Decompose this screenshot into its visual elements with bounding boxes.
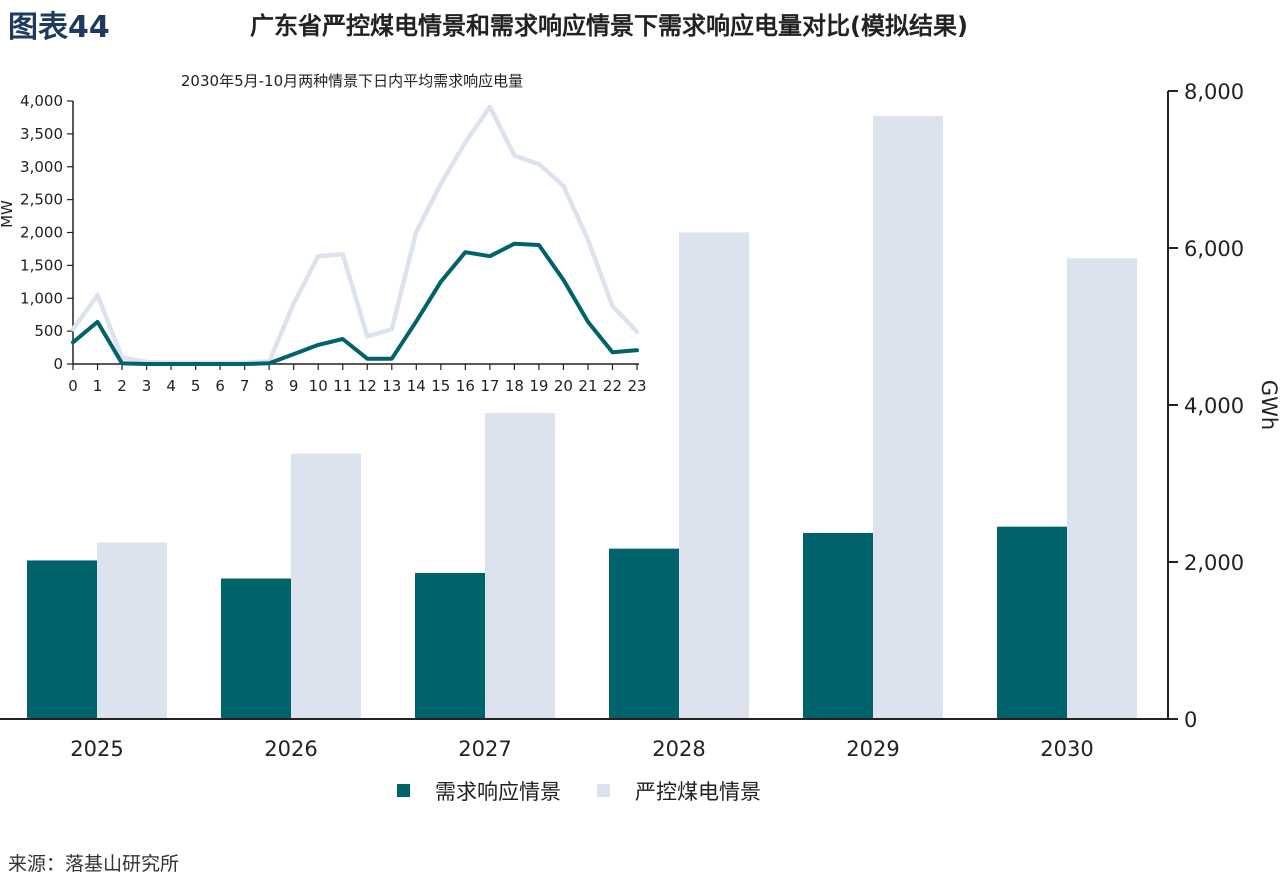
inset-y-tick-label: 500 [34, 322, 63, 340]
x-tick-label: 2027 [458, 737, 511, 761]
figure-title: 广东省严控煤电情景和需求响应情景下需求响应电量对比(模拟结果) [250, 12, 968, 40]
bar-demand-response-2028 [609, 548, 679, 719]
inset-x-tick-label: 2 [117, 377, 127, 395]
bar-demand-response-2029 [803, 532, 873, 719]
inset-line-chart: 2030年5月-10月两种情景下日内平均需求响应电量 0 500 1,000 1,500… [0, 72, 647, 395]
figure-label: 图表44 [8, 10, 110, 45]
inset-y-tick-label: 4,000 [20, 92, 63, 110]
bar-coal-control-2030 [1067, 258, 1137, 719]
bar-coal-control-2029 [873, 116, 943, 720]
legend-label: 需求响应情景 [435, 780, 561, 804]
x-tick-label: 2029 [846, 737, 899, 761]
bar-demand-response-2026 [221, 578, 291, 719]
bar-demand-response-2030 [997, 526, 1067, 719]
inset-x-tick-label: 12 [358, 377, 377, 395]
bar-coal-control-2025 [97, 542, 167, 719]
inset-x-tick-label: 1 [93, 377, 103, 395]
inset-x-tick-label: 3 [142, 377, 152, 395]
inset-y-tick-label: 0 [53, 355, 63, 373]
x-tick-label: 2026 [264, 737, 317, 761]
inset-y-tick-label: 3,500 [20, 125, 63, 143]
legend-label: 严控煤电情景 [635, 780, 761, 804]
y-axis-label: GWh [1257, 380, 1280, 430]
inset-x-tick-label: 7 [240, 377, 250, 395]
inset-x-tick-label: 9 [289, 377, 299, 395]
y-tick-label: 8,000 [1184, 80, 1244, 104]
inset-x-tick-label: 0 [68, 377, 78, 395]
inset-y-tick-label: 2,000 [20, 224, 63, 242]
inset-x-tick-label: 15 [431, 377, 450, 395]
inset-x-tick-label: 22 [603, 377, 622, 395]
inset-line-demand-response [71, 241, 639, 366]
inset-x-tick-label: 11 [333, 377, 352, 395]
inset-y-tick-label: 2,500 [20, 191, 63, 209]
bar-coal-control-2026 [291, 453, 361, 719]
inset-x-tick-label: 13 [382, 377, 401, 395]
y-tick-label: 4,000 [1184, 394, 1244, 418]
inset-y-axis-label: MW [0, 200, 16, 228]
bar-coal-control-2028 [679, 232, 749, 720]
inset-x-tick-label: 14 [407, 377, 426, 395]
inset-x-tick-label: 8 [264, 377, 274, 395]
bar-coal-control-2027 [485, 412, 555, 719]
inset-line-coal-control [70, 104, 640, 365]
inset-x-tick-label: 18 [505, 377, 524, 395]
main-bar-chart [27, 116, 1137, 720]
inset-x-tick-label: 16 [456, 377, 475, 395]
inset-x-tick-label: 5 [191, 377, 201, 395]
inset-title: 2030年5月-10月两种情景下日内平均需求响应电量 [181, 72, 523, 90]
x-tick-label: 2030 [1040, 737, 1093, 761]
inset-y-tick-label: 3,000 [20, 158, 63, 176]
legend-swatch-coal-control [597, 784, 610, 797]
bar-demand-response-2027 [415, 572, 485, 719]
inset-x-tick-label: 23 [627, 377, 646, 395]
y-tick-label: 6,000 [1184, 237, 1244, 261]
inset-y-tick-label: 1,500 [20, 256, 63, 274]
bar-demand-response-2025 [27, 560, 97, 719]
y-tick-label: 0 [1184, 708, 1197, 732]
inset-y-tick-label: 1,000 [20, 289, 63, 307]
legend-swatch-demand-response [397, 784, 410, 797]
inset-x-tick-label: 6 [215, 377, 225, 395]
inset-x-tick-label: 19 [529, 377, 548, 395]
inset-x-tick-label: 17 [480, 377, 499, 395]
inset-x-tick-label: 10 [309, 377, 328, 395]
legend: 需求响应情景 严控煤电情景 [397, 780, 761, 804]
x-tick-label: 2028 [652, 737, 705, 761]
inset-x-tick-label: 21 [578, 377, 597, 395]
main-axes: 2025 2026 2027 2028 2029 203002,0004,0006,000… [0, 80, 1280, 761]
x-tick-label: 2025 [70, 737, 123, 761]
inset-x-tick-label: 20 [554, 377, 573, 395]
source-note: 来源：落基山研究所 [8, 853, 180, 875]
inset-x-tick-label: 4 [166, 377, 176, 395]
y-tick-label: 2,000 [1184, 551, 1244, 575]
